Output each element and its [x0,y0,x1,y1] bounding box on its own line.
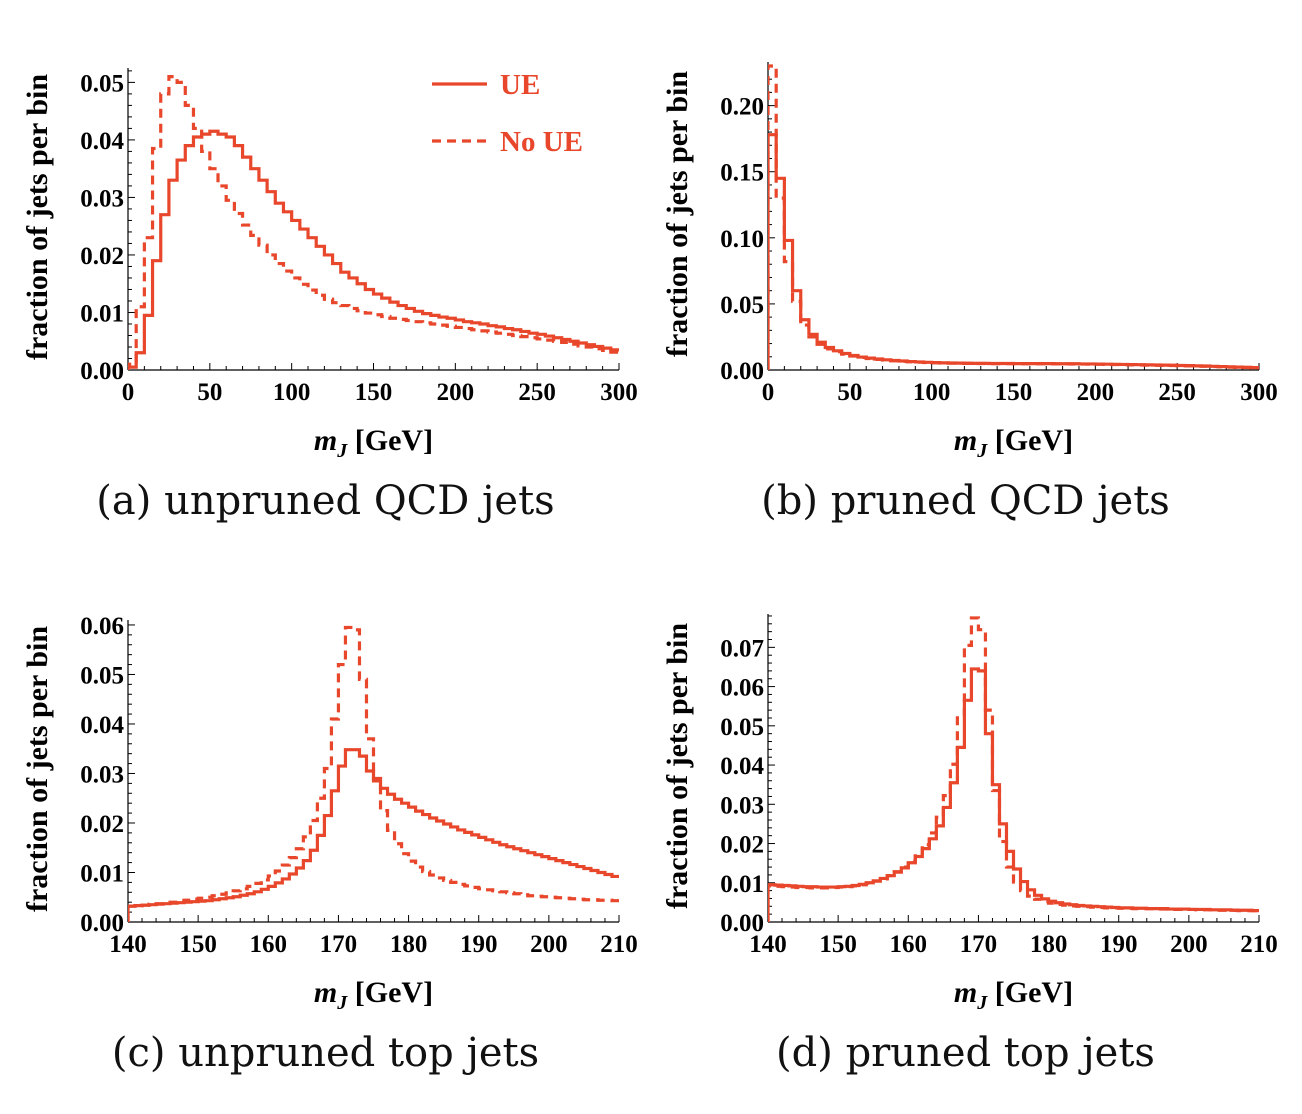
chart-c-x-axis-label: mJ [GeV] [314,976,433,1014]
chart-c-y-tick-label: 0.06 [80,613,124,640]
chart-d-y-tick-label: 0.04 [720,753,764,780]
chart-b-y-tick-label: 0.00 [720,358,764,385]
chart-b-x-tick-label: 100 [913,379,951,406]
chart-d-x-tick-label: 210 [1240,931,1278,958]
caption-b: (b) pruned QCD jets [761,478,1170,524]
chart-d-y-tick-label: 0.01 [720,871,764,898]
chart-a-y-tick-label: 0.01 [80,300,124,327]
panel-d: 140 150 160 170 180 190 200 210 0.00 0.01 0.02 0.03… [640,552,1291,1109]
chart-c-x-tick-label: 180 [390,931,428,958]
chart-a-x-tick-label: 150 [355,379,393,406]
chart-d-x-tick-label: 160 [890,931,928,958]
caption-d: (d) pruned top jets [776,1030,1155,1076]
chart-b-series-ue [768,133,1259,370]
chart-d-y-tick-label: 0.00 [720,910,764,937]
chart-a-y-tick-label: 0.05 [80,70,124,97]
chart-d-series-no-ue [768,616,1259,922]
chart-b-x-tick-label: 200 [1077,379,1115,406]
panel-c: 140 150 160 170 180 190 200 210 0.00 0.01 0.02 0.03… [0,552,651,1109]
chart-d-x-tick-label: 140 [749,931,787,958]
caption-c: (c) unpruned top jets [111,1030,540,1076]
chart-b-y-tick-label: 0.15 [720,160,764,187]
chart-d-y-axis-label: fraction of jets per bin [661,623,694,909]
chart-d-x-axis-label: mJ [GeV] [954,976,1073,1014]
chart-c-x-tick-label: 210 [600,931,638,958]
chart-c-y-tick-label: 0.03 [80,761,124,788]
chart-b-y-axis-label: fraction of jets per bin [661,71,694,357]
chart-b-y-tick-label: 0.05 [720,292,764,319]
chart-b-x-tick-label: 0 [762,379,775,406]
chart-d-x-tick-label: 150 [819,931,857,958]
chart-c-y-tick-label: 0.04 [80,712,124,739]
chart-b-y-tick-label: 0.10 [720,226,764,253]
chart-d-x-tick-label: 200 [1170,931,1208,958]
chart-a-x-tick-label: 100 [273,379,311,406]
chart-b: 0 50 100 150 200 250 300 0.00 0.05 0.10 0.15 0.20 mJ… [661,62,1278,462]
chart-a-x-tick-label: 200 [437,379,475,406]
chart-c-x-tick-label: 190 [460,931,498,958]
chart-a-x-tick-label: 300 [600,379,638,406]
chart-b-y-tick-label: 0.20 [720,94,764,121]
chart-d: 140 150 160 170 180 190 200 210 0.00 0.01 0.02 0.03… [661,614,1278,1014]
chart-c-x-tick-label: 160 [250,931,288,958]
chart-c-y-tick-label: 0.01 [80,860,124,887]
chart-a: 0 50 100 150 200 250 300 0.00 0.01 0.02 0.03 0.04 0.… [21,68,638,462]
chart-c-y-tick-label: 0.02 [80,811,124,838]
chart-c-x-tick-label: 200 [530,931,568,958]
chart-d-series-ue [768,667,1259,922]
chart-a-x-tick-label: 50 [197,379,222,406]
chart-b-x-tick-label: 50 [837,379,862,406]
chart-b-series-no-ue [768,64,1259,370]
chart-d-x-tick-label: 180 [1030,931,1068,958]
chart-a-x-tick-label: 250 [518,379,556,406]
chart-c-x-tick-label: 140 [109,931,147,958]
chart-b-x-axis-label: mJ [GeV] [954,424,1073,462]
chart-c: 140 150 160 170 180 190 200 210 0.00 0.01 0.02 0.03… [21,613,638,1014]
chart-a-x-tick-label: 0 [122,379,135,406]
chart-a-y-axis-label: fraction of jets per bin [21,74,54,360]
legend-label-no-ue: No UE [500,126,583,158]
chart-d-x-tick-label: 190 [1100,931,1138,958]
chart-c-x-tick-label: 170 [320,931,358,958]
chart-d-y-tick-label: 0.02 [720,832,764,859]
chart-a-y-tick-label: 0.00 [80,358,124,385]
chart-d-y-tick-label: 0.03 [720,792,764,819]
chart-a-y-tick-label: 0.04 [80,128,124,155]
chart-a-y-tick-label: 0.03 [80,185,124,212]
chart-c-series-no-ue [128,625,619,922]
chart-b-x-tick-label: 150 [995,379,1033,406]
chart-d-y-tick-label: 0.05 [720,714,764,741]
chart-c-y-axis-label: fraction of jets per bin [21,626,54,912]
panel-b: 0 50 100 150 200 250 300 0.00 0.05 0.10 0.15 0.20 mJ… [640,0,1291,557]
chart-d-y-tick-label: 0.06 [720,675,764,702]
chart-b-x-tick-label: 250 [1158,379,1196,406]
chart-c-y-tick-label: 0.00 [80,910,124,937]
chart-a-y-tick-label: 0.02 [80,243,124,270]
chart-a-series-no-ue [128,75,619,370]
chart-c-x-tick-label: 150 [179,931,217,958]
legend-label-ue: UE [500,69,540,101]
caption-a: (a) unpruned QCD jets [96,478,555,524]
chart-a-x-axis-label: mJ [GeV] [314,424,433,462]
panel-a: 0 50 100 150 200 250 300 0.00 0.01 0.02 0.03 0.04 0.… [0,0,651,557]
chart-c-y-tick-label: 0.05 [80,662,124,689]
chart-b-x-tick-label: 300 [1240,379,1278,406]
chart-c-series-ue [128,748,619,922]
chart-a-series-ue [128,129,619,370]
chart-d-y-tick-label: 0.07 [720,635,764,662]
chart-d-x-tick-label: 170 [960,931,998,958]
